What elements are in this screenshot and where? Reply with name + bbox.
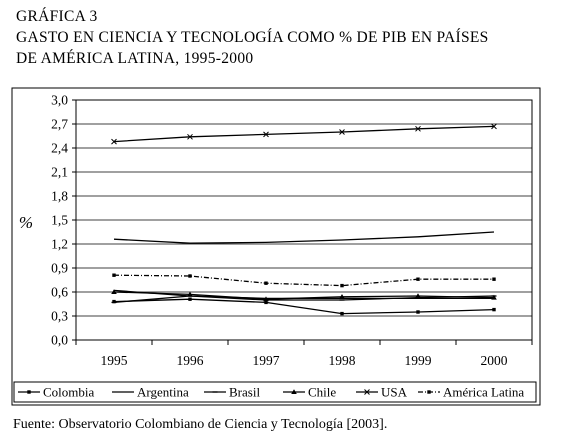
series-line xyxy=(113,125,495,143)
y-axis-label: % xyxy=(19,213,33,232)
y-tick-label: 2,7 xyxy=(51,117,68,132)
series-line xyxy=(113,231,495,244)
x-tick-label: 1997 xyxy=(253,353,280,368)
x-tick-label: 2000 xyxy=(481,353,508,368)
data-point xyxy=(111,289,117,294)
legend: Colombia Argentina Brasil Chile USA América L… xyxy=(18,385,524,400)
data-point xyxy=(187,133,193,140)
y-axis-ticks: 0,0 0,3 0,6 0,9 1,2 1,5 1,8 2,1 2,4 2,7 3,0 xyxy=(51,93,76,348)
series-lines xyxy=(111,123,497,316)
series-4 xyxy=(111,123,497,145)
data-point xyxy=(27,390,31,394)
y-tick-label: 0,9 xyxy=(51,261,68,276)
data-point xyxy=(263,131,269,138)
data-point xyxy=(364,389,370,395)
data-point xyxy=(415,293,421,298)
data-point xyxy=(187,291,193,297)
legend-label: USA xyxy=(381,385,408,400)
series-6 xyxy=(113,231,495,244)
data-point xyxy=(111,138,117,145)
data-point xyxy=(339,129,345,135)
x-tick-label: 1999 xyxy=(405,353,432,368)
data-point xyxy=(291,389,297,394)
data-point xyxy=(415,125,421,132)
y-tick-label: 0,3 xyxy=(51,309,68,324)
data-point xyxy=(188,274,192,278)
data-point xyxy=(112,273,116,277)
y-tick-label: 1,5 xyxy=(51,213,68,228)
series-line xyxy=(113,274,494,287)
y-tick-label: 1,2 xyxy=(51,237,68,252)
data-point xyxy=(416,310,420,314)
chart-title-line-2: DE AMÉRICA LATINA, 1995-2000 xyxy=(16,50,254,67)
chart-title-line-1: GASTO EN CIENCIA Y TECNOLOGÍA COMO % DE … xyxy=(16,29,489,46)
data-point xyxy=(340,283,344,288)
chart-frame xyxy=(11,87,541,406)
x-tick-label: 1998 xyxy=(329,353,356,368)
data-point xyxy=(340,311,344,316)
data-point xyxy=(416,277,420,281)
figure-label: GRÁFICA 3 xyxy=(16,8,98,25)
legend-label: Chile xyxy=(308,385,336,400)
legend-item: USA xyxy=(356,385,408,400)
y-tick-label: 0,6 xyxy=(51,285,68,300)
data-point xyxy=(491,123,497,130)
data-point xyxy=(263,296,269,302)
data-point xyxy=(492,307,496,312)
y-tick-label: 0,0 xyxy=(51,333,68,348)
series-5 xyxy=(112,273,496,288)
series-line xyxy=(113,295,495,304)
data-point xyxy=(492,277,496,281)
x-axis-ticks: 1995 1996 1997 1998 1999 2000 xyxy=(75,340,533,368)
series-line xyxy=(113,298,495,315)
data-point xyxy=(339,294,345,299)
gridlines xyxy=(76,123,532,317)
legend-item: América Latina xyxy=(418,385,524,400)
series-3 xyxy=(111,289,497,302)
legend-label: Brasil xyxy=(229,385,260,400)
legend-item: Argentina xyxy=(112,385,189,400)
y-tick-label: 1,8 xyxy=(51,189,68,204)
data-point xyxy=(491,294,497,300)
legend-label: Colombia xyxy=(43,385,95,400)
x-tick-label: 1996 xyxy=(177,353,204,368)
data-point xyxy=(264,300,268,305)
y-tick-label: 2,1 xyxy=(51,165,68,180)
series-0 xyxy=(112,297,496,316)
legend-label: América Latina xyxy=(443,385,524,400)
legend-item: Chile xyxy=(283,385,336,400)
legend-item: Colombia xyxy=(18,385,95,400)
x-tick-label: 1995 xyxy=(101,353,128,368)
legend-label: Argentina xyxy=(137,385,189,400)
y-tick-label: 3,0 xyxy=(51,93,68,108)
y-tick-label: 2,4 xyxy=(51,141,68,156)
data-point xyxy=(264,281,268,285)
series-line xyxy=(113,291,495,300)
source-note: Fuente: Observatorio Colombiano de Cienc… xyxy=(13,417,388,432)
chart-heading: GRÁFICA 3 GASTO EN CIENCIA Y TECNOLOGÍA … xyxy=(16,6,576,69)
data-point xyxy=(112,299,116,304)
data-point xyxy=(188,297,192,301)
data-point xyxy=(427,390,431,394)
legend-box xyxy=(13,381,537,403)
legend-item: Brasil xyxy=(204,385,260,400)
